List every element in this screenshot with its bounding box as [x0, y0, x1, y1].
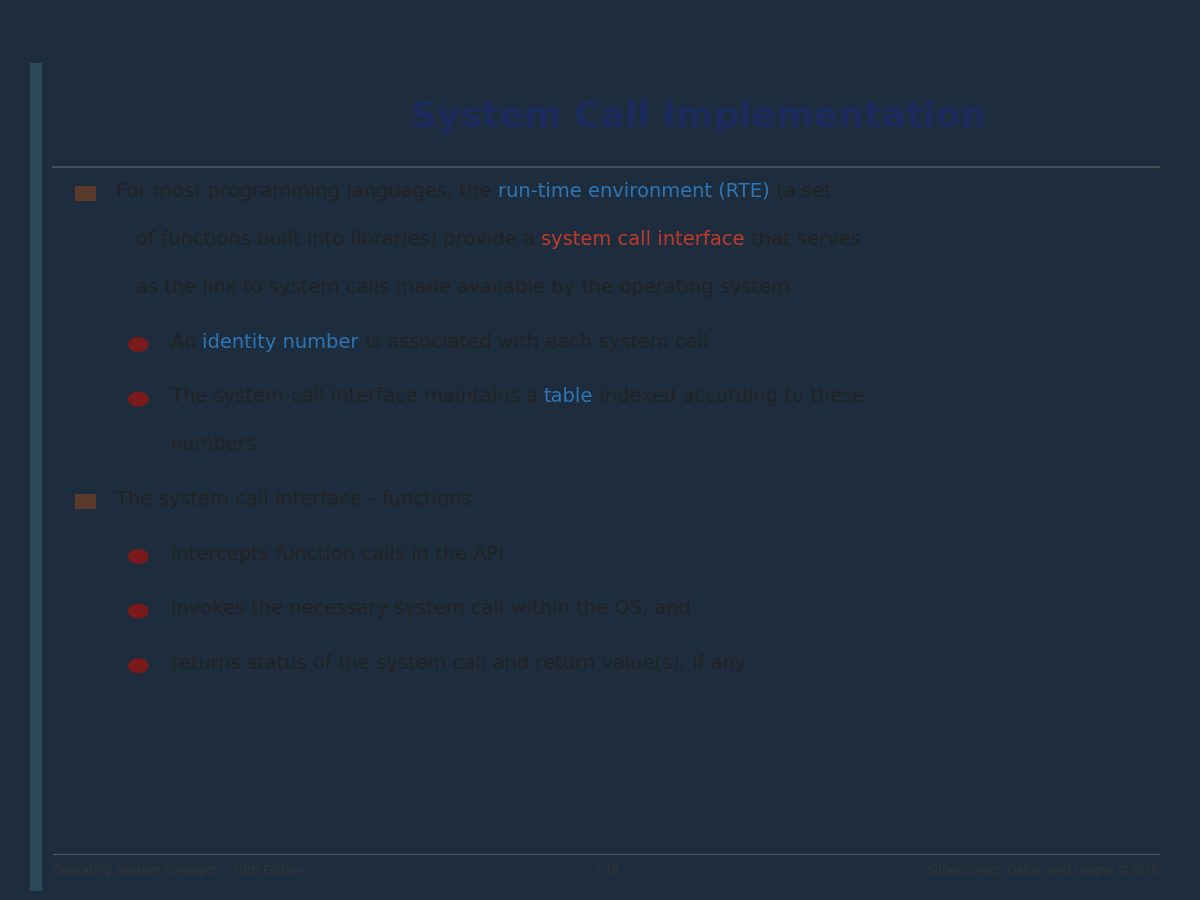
Text: The system-call interface maintains a: The system-call interface maintains a — [170, 387, 544, 406]
Circle shape — [128, 338, 149, 352]
Text: An: An — [170, 332, 203, 352]
Circle shape — [128, 549, 149, 564]
Text: system call interface: system call interface — [541, 230, 745, 249]
Circle shape — [128, 604, 149, 618]
Text: indexed according to these: indexed according to these — [593, 387, 864, 406]
Text: 2.18: 2.18 — [593, 864, 619, 877]
Circle shape — [128, 658, 149, 673]
Text: run-time environment (RTE): run-time environment (RTE) — [498, 182, 769, 201]
Text: that serves: that serves — [745, 230, 860, 249]
Circle shape — [128, 392, 149, 407]
Text: The system call interface - functions: The system call interface - functions — [116, 490, 472, 508]
Text: of functions built into libraries) provide a: of functions built into libraries) provi… — [136, 230, 541, 249]
Text: as the link to system calls made available by the operating system: as the link to system calls made availab… — [136, 278, 790, 297]
Text: Silberschatz, Galvin and Gagne ©2018: Silberschatz, Galvin and Gagne ©2018 — [928, 864, 1159, 877]
Text: intercepts function calls in the API: intercepts function calls in the API — [170, 544, 504, 563]
Text: table: table — [544, 387, 593, 406]
Text: Operating System Concepts – 10th Edition: Operating System Concepts – 10th Edition — [53, 864, 304, 877]
Text: identity number: identity number — [203, 332, 359, 352]
Text: returns status of the system call and return value(s), if any: returns status of the system call and re… — [170, 653, 746, 673]
Text: invokes the necessary system call within the OS, and: invokes the necessary system call within… — [170, 599, 690, 618]
Bar — [74, 186, 96, 202]
Bar — [74, 494, 96, 509]
Text: For most programming languages, the: For most programming languages, the — [116, 182, 498, 201]
Bar — [24, 55, 42, 899]
Text: is associated with each system call: is associated with each system call — [359, 332, 708, 352]
Text: System Call Implementation: System Call Implementation — [410, 100, 985, 134]
Text: (a set: (a set — [769, 182, 832, 201]
Text: numbers: numbers — [170, 436, 257, 454]
